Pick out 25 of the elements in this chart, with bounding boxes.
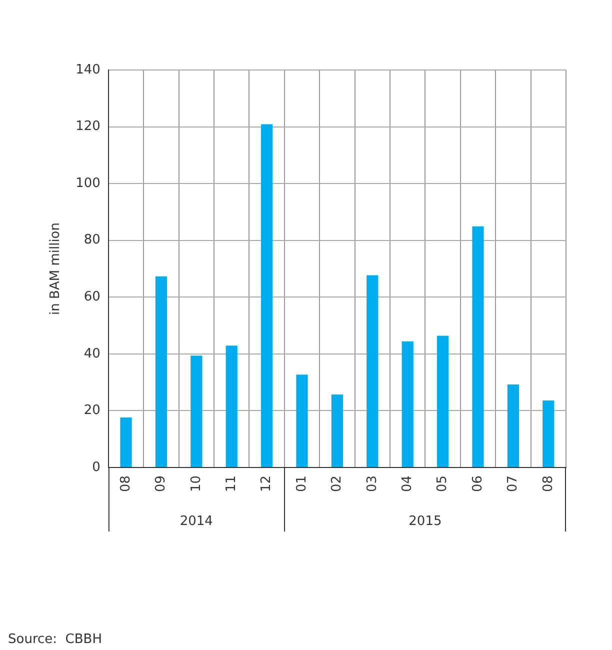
x-tick-label: 06: [470, 475, 486, 492]
source-note: Source: CBBH: [8, 632, 102, 647]
y-tick-label: 80: [84, 232, 100, 248]
y-tick-label: 0: [92, 460, 100, 475]
y-tick-label: 40: [84, 346, 100, 362]
x-tick-label: 12: [259, 475, 274, 492]
y-tick-label: 140: [76, 62, 100, 78]
y-tick-label: 20: [84, 403, 100, 418]
x-tick-label: 08: [118, 475, 134, 492]
y-tick-label: 100: [76, 176, 100, 191]
x-tick-label: 07: [506, 475, 521, 492]
text: 2014: [180, 514, 213, 529]
x-tick-label: 08: [540, 475, 556, 492]
y-axis-title: in BAM million: [48, 222, 64, 315]
text: 2015: [408, 514, 442, 529]
y-tick-label: 60: [84, 289, 100, 304]
x-tick-label: 01: [294, 475, 310, 492]
x-tick-label: 05: [435, 475, 450, 492]
x-tick-label: 09: [154, 475, 169, 492]
x-tick-label: 02: [330, 475, 345, 492]
x-tick-label: 11: [224, 475, 239, 492]
y-tick-label: 120: [76, 119, 100, 134]
x-tick-label: 03: [364, 475, 380, 492]
x-tick-label: 04: [400, 475, 415, 492]
x-tick-label: 10: [188, 475, 204, 492]
